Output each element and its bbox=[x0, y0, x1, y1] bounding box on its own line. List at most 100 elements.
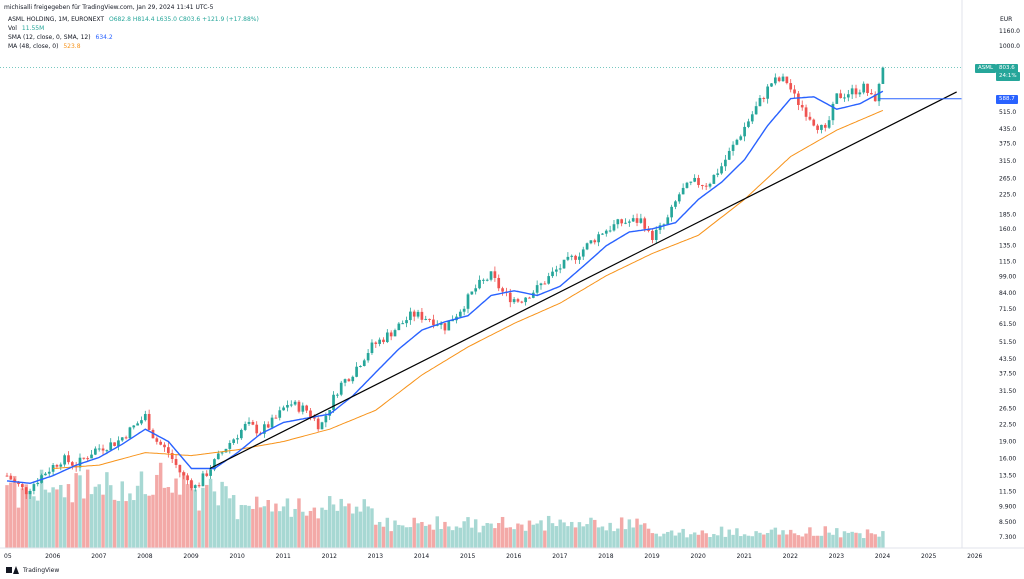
candle-body bbox=[359, 365, 362, 367]
candle-body bbox=[843, 97, 846, 99]
time-tick-label: 2018 bbox=[598, 553, 613, 560]
volume-bar bbox=[777, 534, 781, 548]
price-tick-label: 225.0 bbox=[999, 192, 1016, 199]
volume-bar bbox=[185, 484, 190, 548]
volume-bar bbox=[677, 532, 682, 548]
volume-bar bbox=[89, 494, 94, 548]
candle-body bbox=[382, 339, 385, 343]
volume-bar bbox=[9, 482, 13, 548]
candle-body bbox=[704, 185, 708, 187]
candle-body bbox=[312, 417, 316, 419]
volume-bar bbox=[462, 521, 466, 548]
volume-bar bbox=[412, 517, 416, 548]
volume-bar bbox=[435, 516, 439, 548]
volume-bar bbox=[646, 528, 651, 548]
volume-bar bbox=[62, 497, 67, 548]
candle-body bbox=[59, 464, 63, 467]
volume-bar bbox=[70, 502, 75, 548]
legend-ma[interactable]: MA (48, close, 0) 523.8 bbox=[8, 43, 81, 50]
volume-bar bbox=[351, 513, 355, 548]
volume-bar bbox=[800, 536, 804, 548]
volume-bar bbox=[835, 528, 839, 548]
footer-brand[interactable]: TradingView bbox=[6, 566, 59, 574]
candle-body bbox=[228, 442, 232, 449]
candle-body bbox=[32, 484, 36, 491]
volume-bar bbox=[623, 529, 628, 548]
candle-body bbox=[547, 276, 551, 284]
candle-body bbox=[282, 407, 285, 411]
volume-bar bbox=[443, 521, 447, 548]
legend-vol-value: 11.55M bbox=[21, 25, 45, 32]
candle-body bbox=[370, 342, 374, 354]
price-axis[interactable]: 1160.0 1000.0 515.0 435.0 375.0 315.0 265.0 225… bbox=[999, 28, 1020, 541]
volume-bar bbox=[543, 530, 547, 548]
attribution-header: michisalli freigegeben für TradingView.c… bbox=[4, 4, 214, 11]
candle-body bbox=[78, 457, 82, 468]
volume-bar bbox=[389, 531, 393, 548]
candle-body bbox=[516, 299, 520, 302]
candle-body bbox=[286, 404, 289, 408]
volume-bar bbox=[823, 526, 828, 548]
time-tick-label: 2011 bbox=[276, 553, 291, 560]
candle-body bbox=[643, 218, 647, 229]
legend-sma[interactable]: SMA (12, close, 0, SMA, 12) 634.2 bbox=[8, 34, 113, 41]
candle-body bbox=[727, 150, 731, 160]
volume-bar bbox=[854, 532, 858, 548]
volume-bar bbox=[278, 511, 282, 548]
time-axis[interactable]: 05 2006 2007 2008 2009 2010 2011 2012 2013 2014 20… bbox=[4, 553, 983, 560]
volume-bar bbox=[216, 505, 221, 548]
candle-body bbox=[850, 88, 854, 95]
volume-bar bbox=[589, 517, 593, 548]
volume-bar bbox=[527, 520, 532, 548]
legend-vol[interactable]: Vol 11.55M bbox=[8, 25, 44, 32]
time-tick-label: 2012 bbox=[322, 553, 337, 560]
volume-bar bbox=[508, 527, 512, 548]
candle-body bbox=[443, 323, 447, 331]
volume-bar bbox=[343, 506, 347, 548]
volume-bar bbox=[593, 519, 597, 548]
volume-bar bbox=[627, 519, 632, 548]
candle-body bbox=[589, 240, 593, 244]
volume-bar bbox=[516, 523, 520, 548]
volume-bar bbox=[139, 471, 144, 548]
candle-body bbox=[624, 222, 627, 224]
volume-bar bbox=[838, 537, 843, 548]
volume-bar bbox=[731, 534, 735, 548]
candle-body bbox=[205, 473, 209, 476]
volume-bar bbox=[220, 481, 224, 548]
price-tick-label: 1160.0 bbox=[999, 28, 1020, 35]
volume-bar bbox=[254, 496, 259, 548]
volume-bar bbox=[850, 531, 854, 548]
candle-body bbox=[785, 76, 789, 84]
volume-bar bbox=[439, 528, 443, 548]
volume-bar bbox=[212, 491, 217, 548]
volume-bar bbox=[55, 489, 59, 548]
volume-bar bbox=[769, 529, 774, 548]
volume-bar bbox=[143, 494, 148, 548]
candle-body bbox=[124, 437, 128, 439]
volume-bar bbox=[742, 534, 747, 548]
candle-body bbox=[816, 125, 819, 130]
candle-body bbox=[743, 126, 746, 137]
candle-body bbox=[439, 323, 443, 325]
volume-bar bbox=[239, 504, 244, 548]
volume-bar bbox=[581, 526, 585, 548]
volume-bar bbox=[708, 537, 712, 548]
candle-body bbox=[374, 342, 378, 344]
volume-bar bbox=[861, 538, 866, 548]
volume-bar bbox=[497, 523, 501, 548]
candle-body bbox=[293, 401, 297, 405]
candle-body bbox=[170, 453, 174, 460]
candle-body bbox=[366, 353, 370, 361]
volume-bar bbox=[427, 524, 432, 548]
candle-body bbox=[224, 448, 228, 453]
candle-body bbox=[409, 311, 412, 321]
candle-body bbox=[44, 473, 47, 476]
candle-body bbox=[604, 230, 608, 234]
volume-bar bbox=[32, 496, 36, 548]
price-tick-label: 61.50 bbox=[999, 321, 1016, 328]
price-tick-label: 16.00 bbox=[999, 456, 1016, 463]
candle-body bbox=[328, 410, 332, 416]
legend-ma-label: MA (48, close, 0) bbox=[8, 43, 59, 50]
